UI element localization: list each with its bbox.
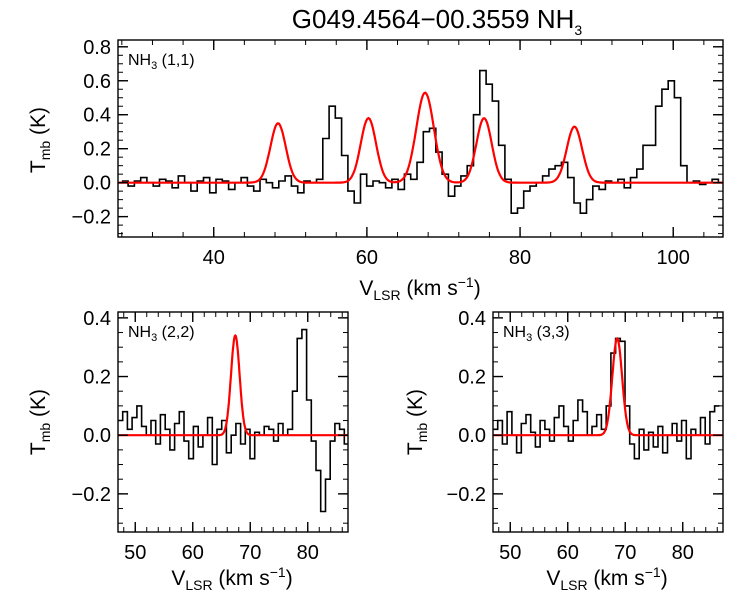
panel11-xlabel-pre: V bbox=[359, 277, 373, 300]
panel33-ylabel-post: (K) bbox=[404, 389, 427, 423]
panel11-xlabel-end: ) bbox=[474, 277, 481, 300]
panel11-frame bbox=[117, 39, 724, 238]
panel22-xtick-label: 60 bbox=[182, 542, 204, 564]
panel11-label-sub: 3 bbox=[151, 60, 157, 72]
panel22-ytick-label: 0.0 bbox=[83, 425, 111, 447]
panel33-ytick-label: 0.2 bbox=[458, 367, 486, 389]
panel33-xlabel: VLSR (km s−1) bbox=[546, 564, 667, 593]
panel33-frame bbox=[492, 311, 724, 533]
figure-title-subscript: 3 bbox=[574, 22, 582, 38]
panel22-xlabel: VLSR (km s−1) bbox=[171, 564, 292, 593]
panel11-ytick-label: −0.2 bbox=[72, 207, 111, 229]
panel22: 50 60 70 80 −0.2 0.0 0.2 0.4 NH3 (2,2) VLSR (km s… bbox=[27, 308, 349, 593]
panel11-xtick-label: 100 bbox=[657, 247, 690, 269]
panel11-ytick-label: 0.4 bbox=[83, 105, 111, 127]
panel22-xlabel-pre: V bbox=[171, 567, 185, 590]
panel33-ytick-label: 0.0 bbox=[458, 425, 486, 447]
panel11-label-main: NH bbox=[128, 52, 151, 69]
panel11-xlabel-sup: −1 bbox=[458, 274, 474, 290]
panel22-xlabel-end: ) bbox=[286, 567, 293, 590]
panel11-xlabel: VLSR (km s−1) bbox=[359, 274, 480, 303]
figure-title: G049.4564−00.3559 NH3 bbox=[292, 4, 583, 38]
panel11-ytick-label: 0.2 bbox=[83, 139, 111, 161]
panel22-xtick-label: 80 bbox=[297, 542, 319, 564]
panel22-xlabel-post: (km s bbox=[213, 567, 270, 590]
panel11-ytick-label: 0.6 bbox=[83, 71, 111, 93]
panel33-xtick-label: 80 bbox=[672, 542, 694, 564]
panel22-label-main: NH bbox=[128, 324, 151, 341]
panel33-xtick-label: 70 bbox=[614, 542, 636, 564]
panel33-xlabel-sup: −1 bbox=[645, 564, 661, 580]
panel33-label-main: NH bbox=[503, 324, 526, 341]
panel33: 50 60 70 80 −0.2 0.0 0.2 0.4 NH3 (3,3) VLSR (km s… bbox=[404, 308, 724, 593]
panel11-ylabel-pre: T bbox=[27, 160, 50, 173]
panel33-xlabel-post: (km s bbox=[588, 567, 645, 590]
panel22-frame bbox=[117, 311, 349, 533]
panel33-spectrum bbox=[493, 337, 720, 460]
panel11-ytick-label: 0.0 bbox=[83, 173, 111, 195]
panel33-fit bbox=[493, 336, 723, 437]
panel33-label: NH3 (3,3) bbox=[503, 324, 570, 344]
panel22-label-sub: 3 bbox=[151, 332, 157, 344]
panel22-ytick-label: −0.2 bbox=[72, 484, 111, 506]
panel11-ylabel-post: (K) bbox=[27, 107, 50, 141]
panel33-ytick-label: 0.4 bbox=[458, 308, 486, 330]
panel33-ylabel: Tmb (K) bbox=[404, 389, 430, 455]
panel33-ytick-label: −0.2 bbox=[447, 484, 486, 506]
panel11-label-tail: (1,1) bbox=[157, 52, 194, 69]
panel33-xlabel-sub: LSR bbox=[560, 577, 587, 593]
panel22-ylabel-sub: mb bbox=[37, 423, 53, 443]
panel11-xtick-label: 80 bbox=[509, 247, 531, 269]
panel11-label: NH3 (1,1) bbox=[128, 52, 195, 72]
panel33-ylabel-pre: T bbox=[404, 442, 427, 455]
panel33-xlabel-pre: V bbox=[546, 567, 560, 590]
panel22-xlabel-sub: LSR bbox=[185, 577, 212, 593]
panel33-label-tail: (3,3) bbox=[532, 324, 569, 341]
panel11-fit bbox=[118, 91, 723, 184]
panel11-xlabel-post: (km s bbox=[401, 277, 458, 300]
panel11-xlabel-sub: LSR bbox=[373, 287, 400, 303]
panel22-ytick-label: 0.4 bbox=[83, 308, 111, 330]
panel22-xlabel-sup: −1 bbox=[270, 564, 286, 580]
panel33-ylabel-sub: mb bbox=[414, 423, 430, 443]
panel33-xtick-label: 60 bbox=[557, 542, 579, 564]
panel33-xlabel-end: ) bbox=[661, 567, 668, 590]
panel11: 40 60 80 100 −0.2 0.0 0.2 0.4 0.6 0.8 NH3 (1,1) VLS… bbox=[27, 37, 724, 303]
panel11-spectrum bbox=[121, 69, 723, 214]
panel22-ylabel-pre: T bbox=[27, 442, 50, 455]
panel33-xtick-label: 50 bbox=[499, 542, 521, 564]
panel11-xtick-label: 60 bbox=[356, 247, 378, 269]
panel11-xtick-label: 40 bbox=[203, 247, 225, 269]
panel11-ylabel: Tmb (K) bbox=[27, 107, 53, 173]
panel22-spectrum bbox=[118, 328, 348, 513]
panel22-ytick-label: 0.2 bbox=[83, 367, 111, 389]
panel22-ylabel-post: (K) bbox=[27, 389, 50, 423]
panel22-label: NH3 (2,2) bbox=[128, 324, 195, 344]
panel22-fit bbox=[118, 333, 348, 437]
panel22-label-tail: (2,2) bbox=[157, 324, 194, 341]
panel11-ytick-label: 0.8 bbox=[83, 37, 111, 59]
panel33-label-sub: 3 bbox=[526, 332, 532, 344]
panel22-ylabel: Tmb (K) bbox=[27, 389, 53, 455]
panel22-xtick-label: 70 bbox=[239, 542, 261, 564]
panel11-ylabel-sub: mb bbox=[37, 141, 53, 161]
panel22-xtick-label: 50 bbox=[124, 542, 146, 564]
